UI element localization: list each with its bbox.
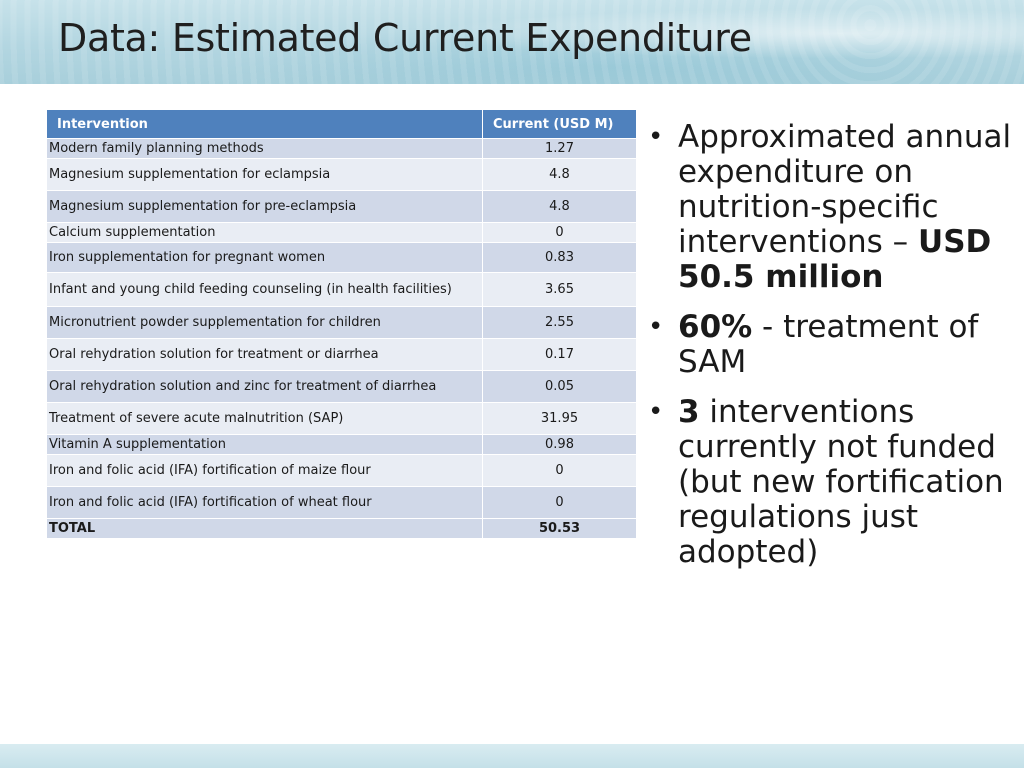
value-cell: 31.95 — [482, 402, 637, 435]
value-cell: 0.05 — [482, 370, 637, 403]
slide-title: Data: Estimated Current Expenditure — [58, 16, 752, 60]
bullet-post-text: - treatment of SAM — [678, 309, 979, 380]
table-row: Infant and young child feeding counselin… — [46, 272, 637, 307]
intervention-cell: Oral rehydration solution and zinc for t… — [46, 370, 483, 403]
bullet-pre-text: Approximated annual expenditure on nutri… — [678, 119, 1012, 260]
value-cell: 0.98 — [482, 434, 637, 455]
table-row: Iron supplementation for pregnant women 0… — [46, 242, 637, 273]
value-cell: 3.65 — [482, 272, 637, 307]
bullet-dot-icon: • — [648, 312, 664, 342]
value-cell: 2.55 — [482, 306, 637, 339]
expenditure-table-container: Intervention Current (USD M) Modern fami… — [46, 109, 637, 539]
expenditure-table: Intervention Current (USD M) Modern fami… — [46, 109, 637, 539]
table-row: Iron and folic acid (IFA) fortification … — [46, 454, 637, 487]
intervention-cell: Iron and folic acid (IFA) fortification … — [46, 454, 483, 487]
intervention-cell: Vitamin A supplementation — [46, 434, 483, 455]
table-row: Treatment of severe acute malnutrition (… — [46, 402, 637, 435]
table-body: Modern family planning methods 1.27 Magnes… — [46, 138, 637, 539]
value-cell: 0.17 — [482, 338, 637, 371]
bullet-dot-icon: • — [648, 122, 664, 152]
value-cell: 0 — [482, 486, 637, 519]
table-row: Modern family planning methods 1.27 — [46, 138, 637, 159]
value-cell: 0.83 — [482, 242, 637, 273]
intervention-cell: Treatment of severe acute malnutrition (… — [46, 402, 483, 435]
intervention-cell: Oral rehydration solution for treatment … — [46, 338, 483, 371]
intervention-cell: Calcium supplementation — [46, 222, 483, 243]
intervention-cell: Iron supplementation for pregnant women — [46, 242, 483, 273]
bullet-dot-icon: • — [648, 397, 664, 427]
intervention-cell: Micronutrient powder supplementation for… — [46, 306, 483, 339]
bullet-post-text: interventions currently not funded (but … — [678, 394, 1004, 570]
value-cell: 4.8 — [482, 190, 637, 223]
table-total-row: TOTAL 50.53 — [46, 518, 637, 539]
table-row: Magnesium supplementation for eclampsia 4… — [46, 158, 637, 191]
header-band — [0, 0, 1024, 84]
bullet-item: • Approximated annual expenditure on nutr… — [648, 120, 1018, 295]
table-row: Calcium supplementation 0 — [46, 222, 637, 243]
total-label: TOTAL — [46, 518, 483, 539]
table-header-row: Intervention Current (USD M) — [46, 109, 637, 139]
total-value: 50.53 — [482, 518, 637, 539]
bullet-item: • 60% - treatment of SAM — [648, 310, 1018, 380]
bullet-bold-text: 3 — [678, 394, 700, 430]
bullet-bold-text: USD 50.5 million — [678, 224, 992, 295]
intervention-cell: Infant and young child feeding counselin… — [46, 272, 483, 307]
value-cell: 0 — [482, 454, 637, 487]
intervention-cell: Modern family planning methods — [46, 138, 483, 159]
table-row: Vitamin A supplementation 0.98 — [46, 434, 637, 455]
intervention-cell: Magnesium supplementation for eclampsia — [46, 158, 483, 191]
table-row: Oral rehydration solution for treatment … — [46, 338, 637, 371]
bullet-bold-text: 60% — [678, 309, 753, 345]
value-cell: 1.27 — [482, 138, 637, 159]
table-row: Oral rehydration solution and zinc for t… — [46, 370, 637, 403]
value-cell: 0 — [482, 222, 637, 243]
intervention-cell: Iron and folic acid (IFA) fortification … — [46, 486, 483, 519]
header-intervention: Intervention — [46, 109, 483, 139]
header-current-usd: Current (USD M) — [482, 109, 637, 139]
table-row: Iron and folic acid (IFA) fortification … — [46, 486, 637, 519]
bullet-item: • 3 interventions currently not funded (b… — [648, 395, 1018, 570]
table-row: Magnesium supplementation for pre-eclamp… — [46, 190, 637, 223]
table-row: Micronutrient powder supplementation for… — [46, 306, 637, 339]
footer-band — [0, 744, 1024, 768]
summary-bullets: • Approximated annual expenditure on nutr… — [648, 120, 1018, 585]
intervention-cell: Magnesium supplementation for pre-eclamp… — [46, 190, 483, 223]
value-cell: 4.8 — [482, 158, 637, 191]
